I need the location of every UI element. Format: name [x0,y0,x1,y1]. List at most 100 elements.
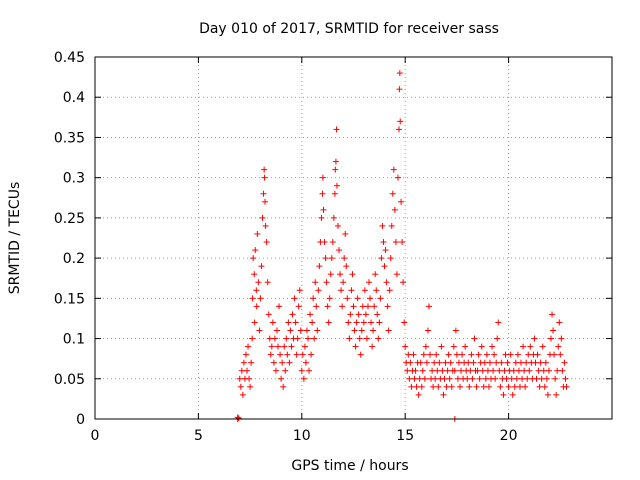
data-point [261,198,268,205]
data-point [313,303,320,310]
data-point [247,383,254,390]
chart-title: Day 010 of 2017, SRMTID for receiver sas… [199,21,499,37]
data-point [298,367,305,374]
data-point [545,367,552,374]
data-point [556,319,563,326]
data-point [378,255,385,262]
data-point [250,255,257,262]
data-point [429,367,436,374]
data-point [333,126,340,133]
y-tick-label: 0.35 [54,130,85,146]
y-tick-label: 0.2 [63,251,85,267]
data-point [562,375,569,382]
data-point [478,343,485,350]
data-point [370,327,377,334]
data-point [444,367,451,374]
data-point [466,383,473,390]
data-point [391,206,398,213]
data-point [235,415,242,422]
data-point [412,367,419,374]
data-point [349,271,356,278]
data-point [246,375,253,382]
data-point [496,367,503,374]
data-point [419,367,426,374]
data-point [253,287,260,294]
data-point [526,367,533,374]
data-point [249,335,256,342]
data-point [544,391,551,398]
data-point [331,190,338,197]
data-point [470,359,477,366]
data-point [279,359,286,366]
data-point [441,375,448,382]
data-point [359,303,366,310]
data-point [268,343,275,350]
data-point [323,279,330,286]
data-point [420,351,427,358]
data-point [491,351,498,358]
data-point [427,351,434,358]
data-point [367,295,374,302]
data-point [452,327,459,334]
data-point [337,271,344,278]
data-point [347,311,354,318]
data-point [295,303,302,310]
data-point [497,383,504,390]
data-point [240,359,247,366]
data-point [362,311,369,318]
data-point [433,351,440,358]
data-point [458,367,465,374]
plot-frame [94,56,613,420]
data-point [519,375,526,382]
y-tick-label: 0.05 [54,372,85,388]
data-point [316,263,323,270]
data-point [384,303,391,310]
data-point [328,255,335,262]
data-point [425,303,432,310]
data-point [319,190,326,197]
data-point [512,359,519,366]
data-point [432,375,439,382]
data-point [312,279,319,286]
data-point [554,367,561,374]
data-point [292,319,299,326]
data-point [525,351,532,358]
data-point [286,359,293,366]
data-point [411,375,418,382]
y-tick-label: 0.4 [63,90,85,106]
data-point [398,198,405,205]
data-point [396,70,403,77]
data-point [551,351,558,358]
data-point [405,351,412,358]
data-point [476,375,483,382]
data-point [266,335,273,342]
data-point [474,367,481,374]
data-point [255,279,262,286]
data-point [438,343,445,350]
data-point [410,351,417,358]
data-point [559,367,566,374]
data-point [555,343,562,350]
data-point [402,343,409,350]
data-point [375,335,382,342]
data-point [287,327,294,334]
data-point [374,311,381,318]
data-point [264,279,271,286]
data-point [257,295,264,302]
data-point [269,319,276,326]
data-point [563,383,570,390]
data-point [262,222,269,229]
data-point [468,351,475,358]
data-point [481,359,488,366]
data-point [339,303,346,310]
data-point [531,335,538,342]
data-point [369,343,376,350]
data-point [399,239,406,246]
data-point [283,335,290,342]
data-point [549,311,556,318]
data-point [538,375,545,382]
data-point [275,343,282,350]
data-point [539,343,546,350]
data-point [251,319,258,326]
data-point [291,295,298,302]
